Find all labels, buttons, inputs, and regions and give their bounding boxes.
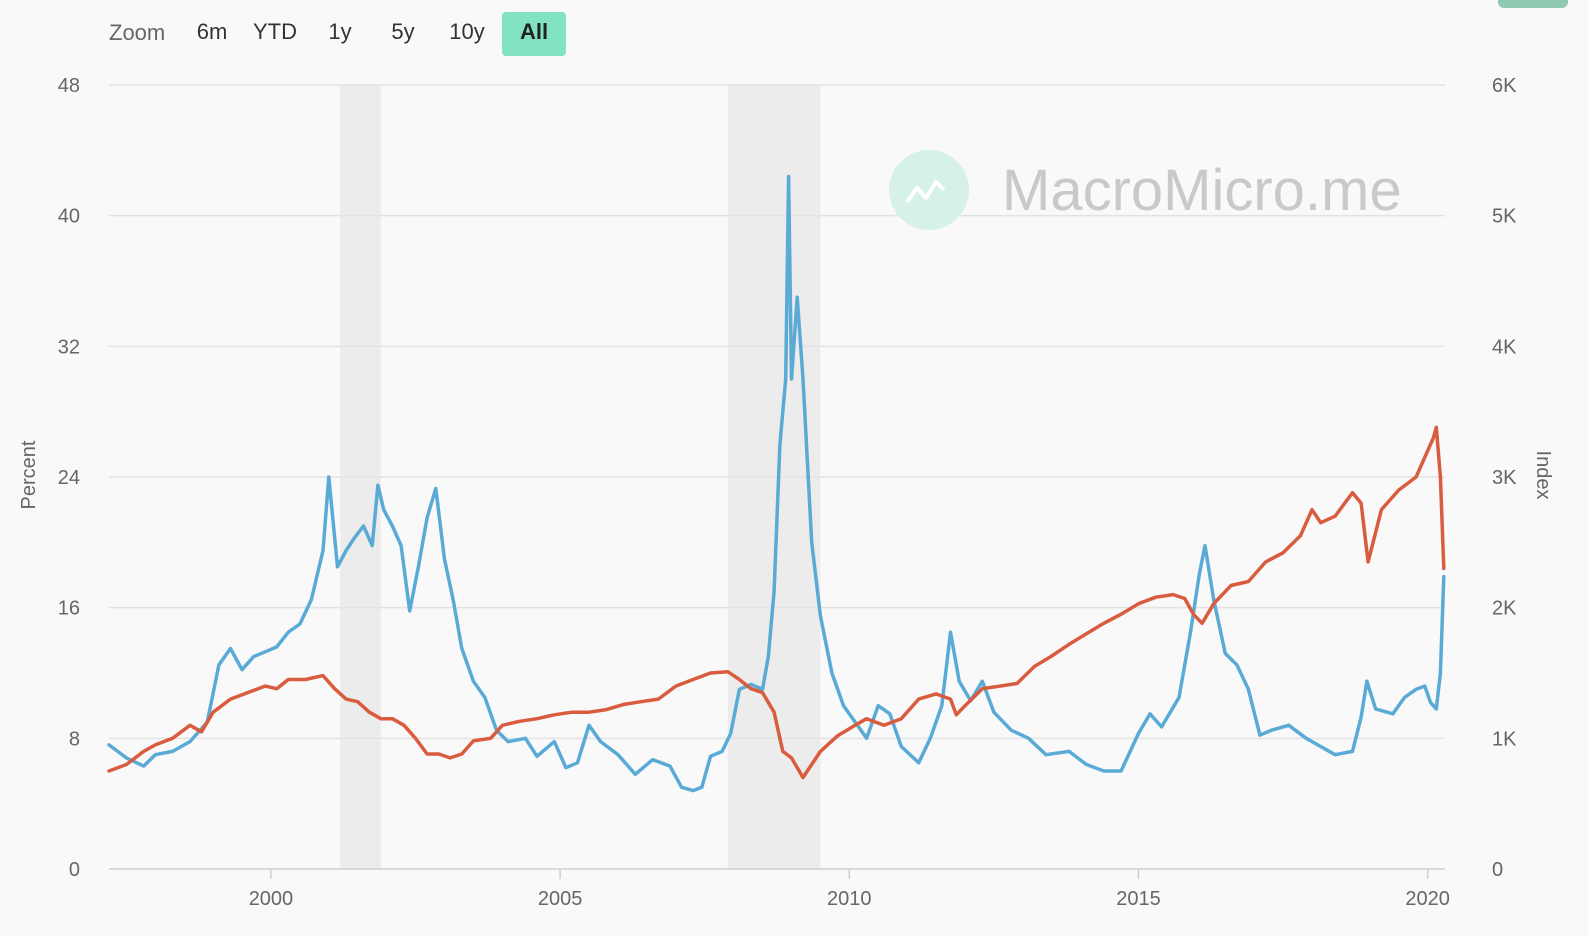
series-line-0: [107, 174, 1446, 793]
y-left-tick-label: 40: [58, 206, 80, 228]
y-right-tick-label: 4K: [1492, 336, 1517, 358]
zoom-all-button[interactable]: All: [502, 12, 566, 56]
x-tick-label: 2000: [249, 888, 294, 910]
x-tick-label: 2015: [1116, 888, 1161, 910]
y-right-tick-label: 3K: [1492, 467, 1517, 489]
x-tick-label: 2005: [538, 888, 583, 910]
zoom-bar: Zoom 6m YTD 1y 5y 10y All: [0, 0, 700, 66]
y-left-tick-label: 16: [58, 598, 80, 620]
grid-lines: [109, 84, 1445, 870]
y-axis-left-label: Percent: [18, 440, 40, 509]
left-axis-ticks: 0 8 16 24 32 40 48: [58, 75, 80, 881]
watermark-text: MacroMicro.me: [1002, 158, 1402, 223]
x-tick-label: 2010: [827, 888, 872, 910]
watermark-chart-icon: [905, 180, 946, 204]
series-lines: [107, 174, 1446, 793]
zoom-10y-button[interactable]: 10y: [449, 19, 485, 44]
y-left-tick-label: 8: [69, 728, 80, 750]
y-left-tick-label: 0: [69, 859, 80, 881]
zoom-5y-button[interactable]: 5y: [391, 19, 415, 44]
zoom-6m-button[interactable]: 6m: [196, 19, 228, 44]
y-axis-right-label: Index: [1532, 451, 1554, 500]
y-right-tick-label: 6K: [1492, 75, 1517, 97]
y-left-tick-label: 48: [58, 75, 80, 97]
x-tick-label: 2020: [1405, 888, 1450, 910]
x-axis-ticks: 2000 2005 2010 2015 2020: [249, 869, 1450, 910]
y-left-tick-label: 24: [58, 467, 80, 489]
y-left-tick-label: 32: [58, 336, 80, 358]
y-right-tick-label: 2K: [1492, 598, 1517, 620]
y-right-tick-label: 5K: [1492, 206, 1517, 228]
watermark: MacroMicro.me: [889, 150, 1402, 230]
zoom-label: Zoom: [109, 20, 166, 45]
corner-tab[interactable]: [1498, 0, 1568, 8]
right-axis-ticks: 0 1K 2K 3K 4K 5K 6K: [1492, 75, 1517, 881]
zoom-ytd-button[interactable]: YTD: [253, 19, 297, 44]
zoom-1y-button[interactable]: 1y: [328, 19, 352, 44]
y-right-tick-label: 1K: [1492, 728, 1517, 750]
series-line-1: [107, 425, 1446, 780]
y-right-tick-label: 0: [1492, 859, 1503, 881]
